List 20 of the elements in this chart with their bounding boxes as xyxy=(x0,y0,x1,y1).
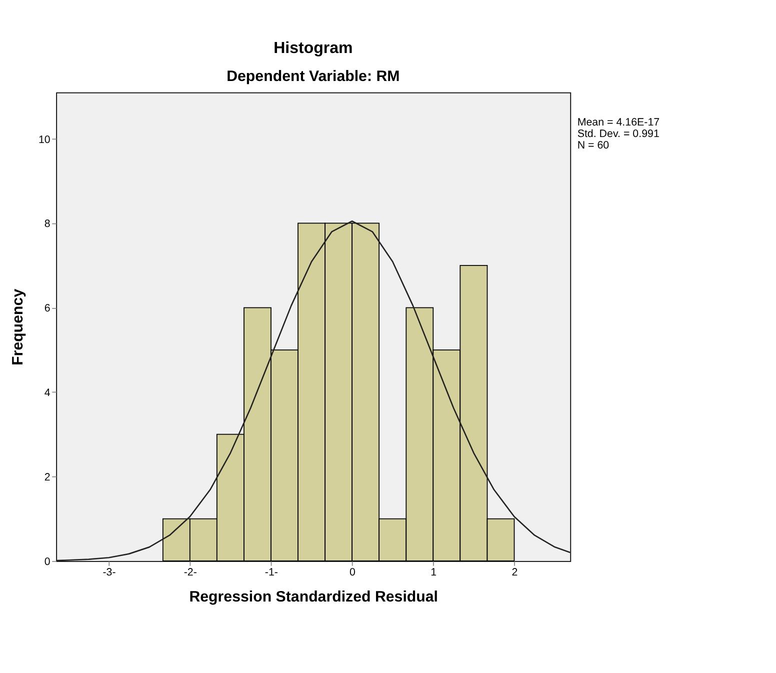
chart-subtitle: Dependent Variable: RM xyxy=(226,68,400,85)
x-tick-label: 2 xyxy=(512,566,518,579)
x-tick-label: -2- xyxy=(184,566,198,579)
x-tick-label: 1 xyxy=(430,566,437,579)
line-series xyxy=(56,220,570,561)
text: Std. Dev. = 0.991 xyxy=(577,128,660,140)
chart-title: Histogram xyxy=(274,39,353,58)
y-tick-label: 8 xyxy=(44,218,50,230)
y-tick-label: 2 xyxy=(44,472,50,484)
text: Mean = 4.16E-17 xyxy=(577,116,660,128)
x-tick-label: -3- xyxy=(102,566,116,579)
y-axis-title: Frequency xyxy=(9,288,26,366)
y-tick-label: 6 xyxy=(44,302,50,315)
x-axis-title: Regression Standardized Residual xyxy=(189,588,438,606)
x-tick-label: 0 xyxy=(350,566,356,579)
text: N = 60 xyxy=(577,139,610,152)
x-tick-label: -1- xyxy=(264,566,278,579)
y-tick-label: 0 xyxy=(44,556,50,568)
y-tick-label: 10 xyxy=(38,134,50,146)
y-tick-label: 4 xyxy=(44,387,50,400)
